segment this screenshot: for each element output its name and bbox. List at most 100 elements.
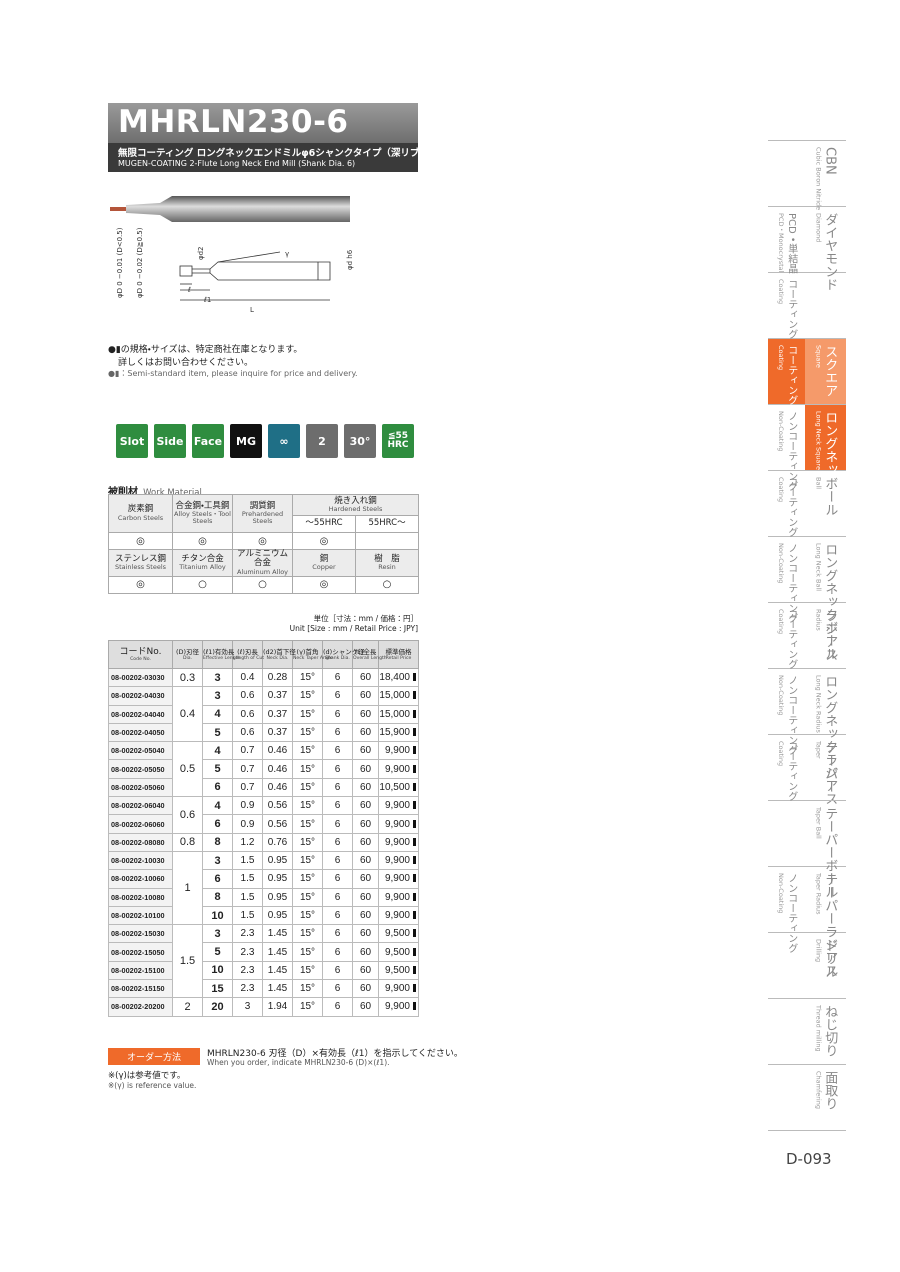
spec-row: 08-00202-15030 1.5 3 2.3 1.45 15° 6 60 9,500 <box>108 924 419 999</box>
spec-cell: 60 <box>352 942 379 962</box>
price-cell: 18,400 <box>378 667 419 688</box>
diagram-label: L <box>250 306 254 314</box>
spec-row: 08-00202-20200 2 20 3 1.94 15° 6 60 9,900 <box>108 997 419 1017</box>
spec-cell: 60 <box>352 796 379 816</box>
cell-text: 6 <box>334 928 341 940</box>
dia-cell: 0.3 <box>172 667 203 688</box>
wm-ja: 焼き入れ鋼 <box>334 495 377 506</box>
wm-mark-row: ◎ ◎ ◎ ◎ <box>108 532 420 550</box>
semi-standard-mark <box>413 673 416 682</box>
tab-cell: テーパーラジアス Taper Radius <box>805 867 846 977</box>
price-cell: 9,500 <box>378 924 419 944</box>
cell-text: 0.6 <box>240 690 255 702</box>
spec-cell: 6 <box>322 759 353 779</box>
cell-text: 15 <box>211 982 224 995</box>
tab-en: Taper Radius <box>814 873 823 915</box>
tab-cell: ドリル Drilling <box>805 933 846 998</box>
wm-mark: ◎ <box>172 532 233 550</box>
cell-text: 9,900 <box>384 873 410 885</box>
diagram-label: φd2 <box>197 246 205 260</box>
header-en: Neck Dia. <box>266 656 289 662</box>
cell-text: 15° <box>299 1001 316 1013</box>
order-label: オーダー方法 <box>126 1053 181 1063</box>
diagram-label: φD 0 −0.02 (D≧0.5) <box>136 227 144 298</box>
cell-text: 6 <box>214 818 221 831</box>
spec-cell: 0.95 <box>262 869 293 889</box>
spec-cell: 0.37 <box>262 704 293 724</box>
cell-text: 15° <box>299 690 316 702</box>
spec-header: (d2)首下径 Neck Dia. <box>262 640 296 669</box>
wm-en: Alloy Steels・Tool Steels <box>174 510 231 526</box>
price-cell: 9,500 <box>378 942 419 962</box>
order-text-ja: MHRLN230-6 刃径（D）×有効長（ℓ1）を指示してください。 <box>207 1049 463 1059</box>
tab-ja: ロングネックスクエア <box>822 411 838 541</box>
tab-ja: ロングネックラジアス <box>822 675 838 805</box>
cell-text: 08-00202-05060 <box>111 782 165 792</box>
tab-cell: ダイヤモンド Diamond <box>805 207 846 291</box>
code-cell: 08-00202-03030 <box>108 667 173 688</box>
code-cell: 08-00202-15100 <box>108 960 173 981</box>
cell-text: 15° <box>299 983 316 995</box>
cell-text: 3 <box>244 1001 251 1013</box>
spec-cell: 60 <box>352 741 379 761</box>
code-cell: 08-00202-15030 <box>108 924 173 944</box>
cell-text: 6 <box>334 964 341 976</box>
cell-text: 15° <box>299 800 316 812</box>
tab-cell: テーパーボール Taper Ball <box>805 801 846 898</box>
tab-cell: ねじ切り Thread milling <box>805 999 846 1064</box>
page-number: D-093 <box>786 1150 832 1168</box>
work-material-ja: 被削材 <box>108 487 138 498</box>
cell-text: 60 <box>359 672 372 684</box>
spec-cell: 15° <box>292 942 323 962</box>
code-cell: 08-00202-10100 <box>108 905 173 926</box>
side-tab: ノンコーティング Non-Coating ロングネックラジアス Long Neck R… <box>768 669 846 805</box>
spec-cell: 0.6 <box>232 722 263 743</box>
cell-text: 1.5 <box>240 910 255 921</box>
price-cell: 15,000 <box>378 704 419 724</box>
spec-cell: 0.95 <box>262 905 293 926</box>
spec-cell: 0.95 <box>262 850 293 871</box>
side-tab: テーパーボール Taper Ball <box>768 801 846 898</box>
cell-text: 08-00202-15150 <box>111 984 165 994</box>
side-index: CBN Cubic Boron Nitride PCD・単結晶 PCD・Monocry… <box>768 140 846 1131</box>
spec-cell: 0.56 <box>262 796 293 816</box>
tab-en: Non-Coating <box>776 873 785 914</box>
spec-cell: 6 <box>322 686 353 706</box>
cell-text: 08-00202-20200 <box>111 1002 165 1012</box>
cell-text: 15° <box>299 708 316 720</box>
cell-text: 0.7 <box>240 745 255 757</box>
code-cell: 08-00202-15050 <box>108 942 173 962</box>
price-cell: 9,900 <box>378 905 419 926</box>
cell-text: 9,900 <box>384 1001 410 1013</box>
side-tab: ノンコーティング Non-Coating ロングネックスクエア Long Neck S… <box>768 405 846 541</box>
cell-text: 6 <box>334 1001 341 1013</box>
price-cell: 9,900 <box>378 832 419 852</box>
icon-label: Side <box>156 434 184 448</box>
icon-label: MG <box>236 434 256 448</box>
tab-ja: ノンコーティング <box>785 543 797 623</box>
tab-en: Non-Coating <box>776 411 785 452</box>
cell-text: 9,900 <box>384 855 410 867</box>
cell-text: 1.5 <box>240 855 255 867</box>
spec-cell: 0.46 <box>262 759 293 779</box>
cell-text: 15° <box>299 928 316 940</box>
spec-cell: 6 <box>322 942 353 962</box>
cell-text: 6 <box>334 818 341 830</box>
cell-text: 60 <box>359 964 372 976</box>
cell-text: 1.2 <box>240 836 255 848</box>
code-cell: 08-00202-15150 <box>108 979 173 999</box>
side-tab: ねじ切り Thread milling <box>768 999 846 1065</box>
cell-text: 0.9 <box>240 800 255 812</box>
spec-cell: 0.76 <box>262 832 293 852</box>
spec-cell: 1.45 <box>262 979 293 999</box>
spec-row: 08-00202-08080 0.8 8 1.2 0.76 15° 6 60 9,900 <box>108 832 419 852</box>
header-en: Code No. <box>130 657 151 663</box>
spec-cell: 15° <box>292 667 323 688</box>
spec-cell: 15° <box>292 887 323 907</box>
spec-header: (d)シャンク径 Shank Dia. <box>322 640 365 669</box>
wm-en: Titanium Alloy <box>179 563 226 572</box>
wm-en: Aluminum Alloy <box>236 567 289 576</box>
spec-row: 08-00202-10100 10 1.5 0.95 15° 6 60 9,900 <box>108 905 419 926</box>
side-tab: コーティング Coating ラジアス Radius <box>768 603 846 669</box>
feature-icon: Side <box>154 424 186 458</box>
